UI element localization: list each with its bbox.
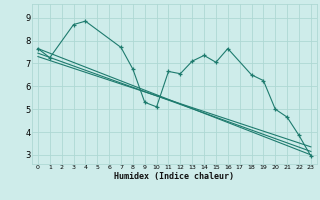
X-axis label: Humidex (Indice chaleur): Humidex (Indice chaleur) [115, 172, 234, 181]
